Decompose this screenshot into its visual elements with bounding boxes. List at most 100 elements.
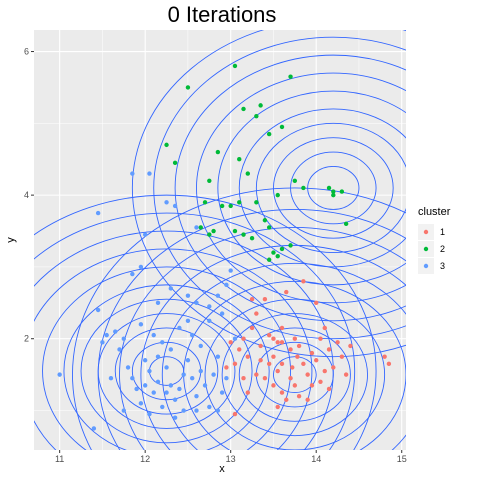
contour-ring <box>204 298 386 450</box>
data-point-cluster-1 <box>382 354 387 359</box>
data-point-cluster-2 <box>237 200 242 205</box>
data-point-cluster-3 <box>160 404 165 410</box>
data-point-cluster-3 <box>219 390 225 395</box>
data-point-cluster-3 <box>147 411 152 417</box>
data-point-cluster-3 <box>194 393 199 399</box>
data-point-cluster-2 <box>266 225 272 230</box>
data-point-cluster-1 <box>335 340 340 345</box>
data-point-cluster-3 <box>215 293 221 298</box>
contour-ring <box>238 108 406 268</box>
data-point-cluster-3 <box>194 300 199 306</box>
data-point-cluster-1 <box>284 289 289 295</box>
data-point-cluster-3 <box>155 300 161 306</box>
data-point-cluster-2 <box>172 160 178 166</box>
data-point-cluster-2 <box>288 74 293 79</box>
data-point-cluster-1 <box>258 343 263 349</box>
data-point-cluster-2 <box>331 189 336 194</box>
data-point-cluster-2 <box>254 113 259 119</box>
data-point-cluster-3 <box>224 376 229 381</box>
contour-ring <box>34 194 377 450</box>
data-point-cluster-1 <box>326 347 332 352</box>
data-point-cluster-1 <box>386 361 392 367</box>
data-point-cluster-3 <box>138 264 144 270</box>
x-tick-label: 12 <box>140 454 150 464</box>
data-point-cluster-3 <box>164 390 169 395</box>
contour-ring <box>34 212 356 450</box>
data-point-cluster-3 <box>228 268 233 273</box>
data-point-cluster-3 <box>181 372 186 377</box>
data-point-cluster-2 <box>202 200 208 205</box>
data-point-cluster-1 <box>245 354 250 359</box>
data-point-cluster-3 <box>202 383 208 388</box>
data-point-cluster-2 <box>219 203 225 209</box>
data-point-cluster-1 <box>271 383 276 388</box>
data-point-cluster-1 <box>296 343 302 349</box>
data-point-cluster-1 <box>279 340 285 345</box>
data-point-cluster-1 <box>254 311 259 316</box>
data-point-cluster-1 <box>292 383 298 388</box>
data-point-cluster-1 <box>288 376 293 381</box>
contour-ring <box>42 266 291 450</box>
data-point-cluster-2 <box>245 171 250 176</box>
legend-label: 1 <box>440 227 445 237</box>
density-contours <box>34 30 406 450</box>
data-point-cluster-1 <box>249 325 255 331</box>
data-point-cluster-3 <box>117 347 122 352</box>
data-point-cluster-1 <box>348 343 353 349</box>
contour-ring <box>290 151 377 225</box>
data-point-cluster-2 <box>271 250 276 255</box>
data-point-cluster-2 <box>241 106 246 112</box>
data-point-cluster-1 <box>296 393 302 399</box>
data-point-cluster-3 <box>215 408 221 413</box>
data-point-cluster-3 <box>172 415 178 420</box>
data-point-cluster-3 <box>155 354 161 359</box>
contour-ring <box>131 30 406 358</box>
data-point-cluster-2 <box>262 218 268 223</box>
data-point-cluster-3 <box>142 232 148 237</box>
data-point-cluster-3 <box>142 383 148 388</box>
contour-ring <box>97 313 236 429</box>
data-point-cluster-3 <box>168 286 174 291</box>
contour-ring <box>72 187 406 450</box>
data-point-cluster-1 <box>305 397 310 402</box>
data-point-cluster-3 <box>198 368 203 374</box>
data-point-cluster-1 <box>314 300 319 306</box>
data-point-cluster-3 <box>168 347 174 352</box>
data-point-cluster-3 <box>164 200 169 205</box>
x-axis-title: x <box>219 463 225 475</box>
data-point-cluster-2 <box>211 228 216 234</box>
data-point-cluster-2 <box>275 253 280 259</box>
data-point-cluster-1 <box>318 379 323 384</box>
data-point-cluster-3 <box>151 390 156 395</box>
legend-title: cluster <box>418 206 451 218</box>
data-point-cluster-3 <box>232 336 238 341</box>
contour-ring <box>153 36 406 340</box>
data-point-cluster-1 <box>262 376 268 381</box>
contour-ring <box>255 122 406 253</box>
data-point-cluster-3 <box>147 171 152 176</box>
data-point-cluster-2 <box>292 178 298 183</box>
data-point-cluster-1 <box>309 383 315 388</box>
data-point-cluster-1 <box>279 361 285 367</box>
data-point-cluster-3 <box>219 311 225 316</box>
data-point-cluster-3 <box>215 354 221 359</box>
data-point-cluster-3 <box>134 386 139 392</box>
data-point-cluster-1 <box>241 376 246 381</box>
data-point-cluster-1 <box>322 368 327 374</box>
data-point-cluster-3 <box>108 376 114 381</box>
data-point-cluster-3 <box>168 383 174 388</box>
contour-ring <box>63 284 270 450</box>
y-axis-title: y <box>5 237 17 243</box>
data-point-cluster-2 <box>232 228 238 234</box>
data-point-cluster-1 <box>322 325 327 331</box>
x-tick-label: 11 <box>55 454 64 464</box>
data-point-cluster-3 <box>138 401 144 406</box>
contour-ring <box>34 248 313 450</box>
data-point-cluster-2 <box>232 63 238 69</box>
data-point-cluster-2 <box>185 85 191 90</box>
data-point-cluster-3 <box>113 329 118 334</box>
legend: cluster 1 2 3 <box>418 206 451 274</box>
data-point-cluster-3 <box>185 318 191 323</box>
data-point-cluster-2 <box>207 232 212 237</box>
contour-ring <box>217 90 406 286</box>
